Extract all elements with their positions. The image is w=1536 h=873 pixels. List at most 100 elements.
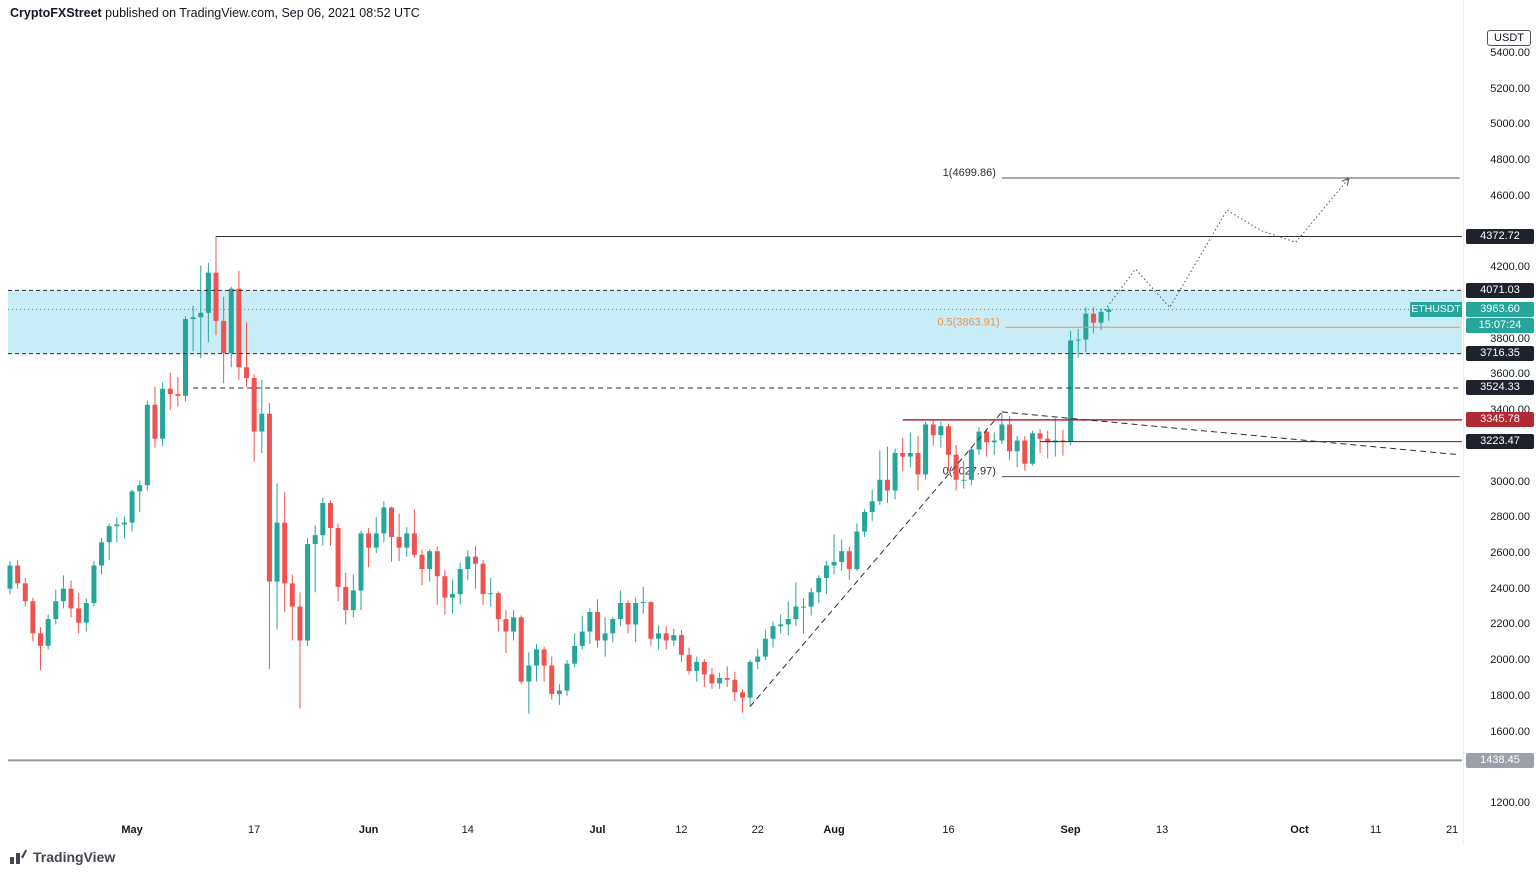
price-tick: 4600.00: [1490, 189, 1530, 202]
candle-body: [160, 388, 166, 439]
candle-body: [30, 601, 36, 634]
candle-body: [778, 624, 784, 627]
candle-body: [480, 563, 486, 595]
candle-body: [259, 413, 265, 432]
candle-body: [808, 592, 814, 607]
candle-body: [358, 533, 364, 591]
candle-body: [968, 449, 974, 480]
time-tick-May: May: [121, 824, 143, 836]
candle-body: [701, 661, 707, 675]
attribution-text: published on TradingView.com, Sep 06, 20…: [105, 6, 420, 20]
candle-body: [152, 404, 158, 439]
tradingview-footer[interactable]: TradingView: [10, 848, 115, 865]
candle-body: [221, 320, 227, 353]
time-tick-Sep: Sep: [1060, 824, 1081, 836]
candle-body: [984, 431, 990, 443]
candle-body: [976, 431, 982, 450]
candle-body: [694, 661, 700, 671]
price-label-4372.72: 4372.72: [1466, 228, 1534, 244]
candle-body: [610, 619, 616, 634]
candle-body: [427, 551, 433, 570]
price-tick: 2200.00: [1490, 618, 1530, 631]
time-tick-Jul: Jul: [589, 824, 606, 836]
candle-body: [625, 603, 631, 625]
candle-body: [717, 678, 723, 684]
price-tick: 5200.00: [1490, 82, 1530, 95]
candle-body: [961, 479, 967, 481]
price-tick: 2400.00: [1490, 582, 1530, 595]
price-tick: 4800.00: [1490, 154, 1530, 167]
time-axis[interactable]: May 17 Jun 14 Jul 12 22 Aug 16 Sep 13 Oct 11 21: [0, 818, 1464, 852]
candle-body: [320, 503, 326, 536]
price-label-3716.35: 3716.35: [1466, 346, 1534, 362]
candle-body: [1106, 309, 1112, 312]
candle-body: [686, 654, 692, 671]
candle-body: [38, 633, 44, 646]
candle-body: [419, 554, 425, 570]
candle-body: [190, 317, 196, 320]
price-tick: 4200.00: [1490, 261, 1530, 274]
candle-body: [472, 556, 478, 564]
candle-body: [762, 638, 768, 657]
attribution-header: CryptoFXStreet published on TradingView.…: [10, 6, 420, 20]
candle-body: [411, 533, 417, 555]
time-tick-14: 14: [461, 824, 474, 836]
countdown-label: 15:07:24: [1466, 317, 1534, 333]
candle-body: [7, 565, 13, 589]
candle-body: [938, 426, 944, 436]
candle-body: [511, 617, 517, 632]
price-tick: 1200.00: [1490, 797, 1530, 809]
candle-body: [327, 503, 333, 528]
candle-body: [53, 601, 59, 620]
candle-body: [518, 617, 524, 682]
candle-body: [1045, 438, 1051, 443]
candle-body: [1083, 313, 1089, 340]
candle-body: [137, 485, 143, 492]
candle-body: [175, 394, 181, 396]
candle-body: [793, 606, 799, 620]
price-tick: 2800.00: [1490, 511, 1530, 524]
candle-body: [854, 531, 860, 570]
price-tick: 2000.00: [1490, 654, 1530, 667]
candle-body: [572, 645, 578, 664]
candle-body: [381, 507, 387, 534]
candle-body: [236, 288, 242, 368]
candle-body: [442, 576, 448, 598]
candle-body: [434, 551, 440, 577]
candle-body: [709, 674, 715, 684]
candle-body: [167, 388, 173, 395]
candle-body: [1090, 313, 1096, 323]
candle-body: [396, 536, 402, 548]
candle-body: [488, 593, 494, 595]
candle-body: [785, 619, 791, 625]
candle-body: [541, 649, 547, 666]
fib-label: 1(4699.86): [943, 167, 996, 179]
fib-label: 0.5(3863.91): [937, 316, 999, 328]
candle-body: [198, 312, 204, 318]
time-tick-21: 21: [1445, 824, 1459, 836]
price-axis-unit: USDT: [1487, 30, 1531, 46]
candle-body: [633, 603, 639, 625]
candle-body: [1007, 424, 1013, 452]
symbol-tag: ETHUSDT: [1410, 302, 1462, 317]
trendline: [749, 411, 1003, 707]
candle-body: [999, 424, 1005, 441]
candle-body: [755, 656, 761, 662]
candle-body: [549, 665, 555, 695]
price-axis[interactable]: USDT 5400.00 5200.00 5000.00 4800.00 4600.00…: [1463, 0, 1536, 845]
candle-body: [15, 565, 21, 584]
time-tick-22: 22: [751, 824, 764, 836]
candle-body: [1060, 440, 1066, 442]
candle-body: [923, 424, 929, 475]
candle-body: [335, 528, 341, 587]
time-tick-16: 16: [942, 824, 955, 836]
supply-zone: [8, 290, 1462, 354]
candle-body: [564, 663, 570, 691]
candle-body: [182, 319, 188, 396]
candle-body: [251, 378, 257, 432]
candle-body: [312, 535, 318, 545]
tradingview-logo-text: TradingView: [33, 848, 116, 865]
candle-body: [495, 593, 501, 620]
candle-body: [1068, 340, 1074, 442]
